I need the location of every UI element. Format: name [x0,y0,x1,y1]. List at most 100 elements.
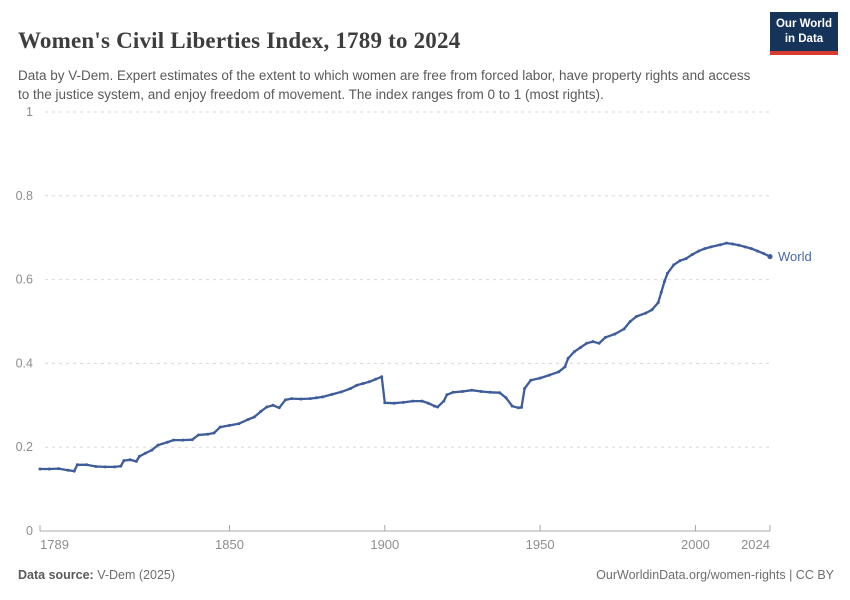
data-point [613,332,617,336]
data-point [190,438,194,442]
x-axis: 1789 1850 1900 1950 2000 2024 [39,525,771,552]
series-end-label[interactable]: World [778,249,812,264]
data-point [290,397,294,401]
data-point [731,242,735,246]
data-point [315,396,318,400]
data-point [420,399,424,403]
data-point [656,301,660,305]
data-point [516,406,520,410]
data-point [206,432,210,436]
data-point [666,271,669,275]
data-point [634,315,638,318]
data-point [339,390,343,394]
data-point [690,253,694,256]
data-point [529,378,533,382]
data-point [308,397,312,401]
data-point [743,245,747,249]
data-point [566,356,570,360]
credit-link[interactable]: OurWorldinData.org/women-rights | CC BY [596,568,834,582]
world-series-line[interactable] [38,241,772,473]
data-point [650,308,654,312]
data-point [538,376,542,380]
data-point [659,290,663,294]
y-tick-label: 0.4 [16,356,33,370]
data-point [591,340,595,344]
series-end-dot [767,253,773,260]
data-point [401,400,405,404]
chart-subtitle: Data by V-Dem. Expert estimates of the e… [18,67,751,102]
data-point [442,399,446,403]
data-point [470,388,474,392]
data-point [259,410,263,414]
data-point [622,327,626,331]
data-point [367,380,371,384]
x-tick-label: 2024 [741,537,770,552]
data-point [237,422,241,426]
data-point [725,241,728,245]
data-point [684,257,688,261]
data-point [703,247,707,251]
x-tick-label: 1900 [370,537,399,552]
data-point [737,243,741,247]
data-point [718,243,722,247]
data-point [172,438,176,442]
data-point [75,463,79,467]
data-point [144,451,148,455]
data-point [672,263,676,267]
x-tick-label: 1950 [526,537,555,552]
y-tick-label: 0.2 [16,440,33,454]
data-point [150,448,154,452]
data-point [436,405,440,409]
data-point [122,459,126,463]
data-point [181,438,185,442]
data-point [523,387,527,390]
data-point [392,401,396,405]
data-point [85,463,89,467]
data-point [662,280,666,284]
data-point [47,467,51,471]
y-tick-label: 0.6 [16,273,33,287]
data-point [510,404,514,408]
data-point [380,375,384,379]
data-point [212,431,216,435]
data-point [137,454,141,458]
data-point [330,392,334,396]
data-point [113,465,117,469]
data-point [355,383,359,387]
data-point [38,467,42,471]
data-point [749,247,753,251]
data-point [119,464,123,468]
owid-logo-line1: Our World [775,18,832,30]
data-point [557,370,561,374]
owid-logo-line2: in Data [784,32,824,45]
x-tick-label: 2000 [681,537,710,552]
data-point [433,404,436,408]
owid-logo[interactable]: Our World in Data [770,12,838,55]
data-point [94,465,98,468]
data-point [156,443,160,447]
data-point [411,399,415,403]
data-point [488,390,492,394]
data-point [128,458,132,462]
data-point [283,398,287,402]
data-point [709,245,713,249]
data-point [134,459,138,463]
data-point [547,373,551,377]
data-point [361,382,365,385]
data-point [445,393,449,397]
data-point [321,395,325,399]
data-point [697,249,701,253]
data-point [66,468,70,472]
y-tick-label: 0 [26,524,33,538]
data-point [246,418,250,421]
page-title: Women's Civil Liberties Index, 1789 to 2… [18,28,461,54]
x-tick-label: 1789 [40,537,69,552]
data-point [218,425,222,429]
data-point [72,469,76,473]
data-point [585,341,589,345]
data-source-value: V-Dem (2025) [93,568,176,582]
data-point [374,377,377,381]
chart-footer: Data source: V-Dem (2025) OurWorldinData… [18,568,834,582]
